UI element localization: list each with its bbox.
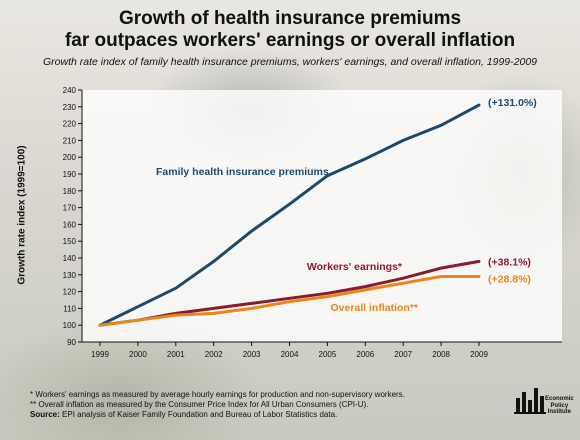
data-point [250, 229, 253, 233]
data-point [174, 287, 177, 290]
y-tick-label: 110 [63, 304, 76, 313]
source-label: Source: [30, 410, 60, 419]
data-point [477, 103, 481, 107]
y-tick-label: 180 [63, 187, 77, 196]
data-point [212, 307, 215, 310]
series-end-label: (+38.1%) [488, 256, 531, 268]
series-end-label: (+28.8%) [488, 273, 531, 285]
epi-logo-icon [514, 388, 546, 414]
data-point [477, 275, 481, 278]
x-tick-label: 2005 [319, 350, 337, 359]
footnotes: * Workers' earnings as measured by avera… [30, 390, 470, 420]
series-line [98, 259, 481, 327]
data-point [288, 300, 291, 303]
logo-line2: Policy [550, 402, 569, 409]
y-tick-label: 170 [63, 204, 77, 213]
data-point [212, 260, 215, 263]
y-tick-label: 150 [63, 237, 77, 246]
data-point [364, 285, 367, 288]
series-line [98, 103, 481, 327]
x-tick-label: 2007 [394, 350, 412, 359]
data-point [402, 139, 405, 142]
x-tick-label: 2001 [167, 350, 185, 359]
footnote-earnings: * Workers' earnings as measured by avera… [30, 390, 405, 399]
data-point [98, 324, 102, 327]
y-tick-label: 240 [63, 86, 77, 95]
data-point [288, 297, 291, 300]
chart-subtitle: Growth rate index of family health insur… [42, 56, 537, 68]
chart-title-line1: Growth of health insurance premiums [118, 8, 462, 29]
data-point [136, 305, 140, 308]
data-point [364, 288, 367, 292]
data-point [326, 174, 329, 177]
x-tick-label: 2003 [243, 350, 261, 359]
data-point [439, 124, 443, 127]
x-tick-label: 2002 [205, 350, 223, 359]
data-point [136, 318, 140, 322]
data-point [364, 157, 367, 161]
series-end-label: (+131.0%) [488, 97, 537, 109]
data-point [288, 203, 291, 206]
x-tick-label: 2000 [129, 350, 147, 359]
x-tick-label: 2009 [470, 350, 488, 359]
source-text: EPI analysis of Kaiser Family Foundation… [59, 410, 338, 419]
y-tick-label: 100 [63, 321, 77, 330]
footnote-source: Source: EPI analysis of Kaiser Family Fo… [30, 410, 470, 420]
y-tick-label: 120 [63, 288, 77, 297]
y-tick-label: 210 [63, 136, 77, 145]
data-point [174, 313, 177, 317]
data-point [402, 276, 405, 280]
data-point [402, 282, 405, 285]
y-tick-label: 90 [67, 338, 76, 347]
y-tick-label: 160 [63, 220, 77, 229]
x-tick-label: 1999 [91, 350, 109, 359]
y-tick-label: 220 [63, 120, 77, 129]
logo-text: Economic Policy Institute [545, 396, 574, 416]
y-tick-label: 140 [63, 254, 77, 263]
y-tick-label: 230 [63, 103, 77, 112]
data-point [439, 275, 443, 278]
plot-area [82, 90, 562, 342]
data-point [250, 307, 253, 310]
y-tick-label: 130 [63, 271, 77, 280]
data-point [250, 302, 253, 305]
series-name-label: Workers' earnings* [307, 261, 403, 273]
y-tick-label: 190 [63, 170, 77, 179]
data-point [477, 260, 481, 263]
x-tick-label: 2006 [356, 350, 374, 359]
y-tick-label: 200 [63, 153, 77, 162]
x-tick-label: 2008 [432, 350, 450, 359]
series-name-label: Family health insurance premiums [156, 166, 329, 178]
chart-title-line2: far outpaces workers' earnings or overal… [64, 30, 516, 51]
series-name-label: Overall inflation** [330, 302, 418, 314]
data-point [439, 266, 443, 270]
logo-line3: Institute [547, 409, 572, 415]
data-point [212, 312, 215, 315]
data-point [326, 295, 329, 298]
footnote-inflation: ** Overall inflation as measured by the … [30, 400, 369, 409]
data-point [326, 292, 329, 295]
logo-line1: Economic [545, 396, 574, 402]
x-tick-label: 2004 [281, 350, 299, 359]
